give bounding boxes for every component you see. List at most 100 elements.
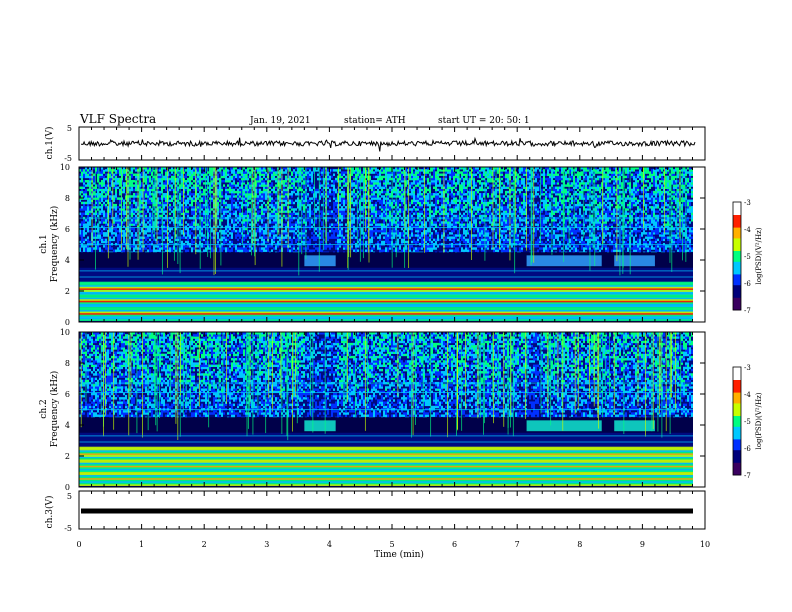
- spectrogram-cell: [181, 190, 183, 194]
- spectrogram-cell: [413, 173, 415, 176]
- spectrogram-cell: [95, 234, 97, 237]
- spectrogram-cell: [409, 167, 411, 170]
- spectrogram-cell: [103, 214, 105, 218]
- spectrogram-cell: [425, 184, 427, 187]
- spectrogram-cell: [371, 167, 373, 170]
- spectrogram-cell: [427, 188, 429, 192]
- spectrogram-cell: [343, 201, 345, 205]
- spectrogram-cell: [83, 175, 85, 179]
- spectrogram-cell: [145, 199, 147, 203]
- spectrogram-cell: [389, 173, 391, 176]
- spectrogram-cell: [165, 214, 167, 218]
- spectrogram-cell: [349, 201, 351, 205]
- spectrogram-cell: [425, 197, 427, 200]
- spectrogram-cell: [185, 208, 187, 211]
- spectrogram-cell: [249, 229, 251, 233]
- spectrogram-cell: [89, 188, 91, 192]
- spectrogram-cell: [303, 214, 305, 218]
- spectrogram-cell: [323, 190, 325, 194]
- spectrogram-cell: [257, 180, 259, 183]
- spectrogram-cell: [307, 208, 309, 211]
- spectrogram-cell: [157, 182, 159, 185]
- spectrogram-cell: [223, 201, 225, 205]
- spectrogram-cell: [401, 240, 403, 244]
- spectrogram-cell: [397, 234, 399, 237]
- spectrogram-cell: [373, 247, 375, 250]
- spectrogram-cell: [423, 214, 425, 218]
- spectrogram-cell: [149, 184, 151, 187]
- ch1-ytick-top: 5: [67, 124, 72, 133]
- spectrogram-cell: [219, 167, 221, 170]
- spectrogram-cell: [315, 167, 317, 170]
- spectrogram-cell: [361, 210, 363, 213]
- spectrogram-cell: [149, 169, 151, 172]
- spectrogram-cell: [149, 195, 151, 198]
- spectrogram-cell: [251, 240, 253, 244]
- spectrogram-cell: [297, 193, 299, 196]
- spectrogram-cell: [299, 203, 301, 207]
- spectrogram-cell: [115, 173, 117, 176]
- spectrogram-cell: [381, 177, 383, 181]
- spectrogram-cell: [99, 197, 101, 200]
- spectrogram-cell: [425, 249, 427, 252]
- spectrogram-cell: [413, 249, 415, 252]
- spectrogram-cell: [273, 173, 275, 176]
- spectrogram-cell: [233, 193, 235, 196]
- spectrogram-cell: [217, 234, 219, 237]
- spectrogram-cell: [81, 169, 83, 172]
- spectrogram-cell: [273, 225, 275, 229]
- spectrogram-cell: [145, 214, 147, 218]
- spectrogram-cell: [105, 247, 107, 250]
- spectrogram-cell: [85, 232, 87, 235]
- spectrogram-cell: [103, 195, 105, 198]
- spectrogram-cell: [135, 186, 137, 189]
- spectrogram-cell: [423, 232, 425, 235]
- spectrogram-cell: [201, 180, 203, 183]
- spectrogram-cell: [387, 208, 389, 211]
- spectrogram-cell: [97, 173, 99, 176]
- spectrogram-cell: [81, 229, 83, 233]
- spectrogram-cell: [389, 201, 391, 205]
- spectrogram-cell: [427, 193, 429, 196]
- spectrogram-cell: [201, 221, 203, 224]
- spectrogram-cell: [415, 208, 417, 211]
- spectrogram-cell: [261, 229, 263, 233]
- spectrogram-cell: [273, 240, 275, 244]
- spectrogram-cell: [419, 169, 421, 172]
- spectrogram-cell: [133, 229, 135, 233]
- spectrogram-cell: [273, 212, 275, 216]
- spectrogram-cell: [83, 245, 85, 248]
- spectrogram-cell: [249, 219, 251, 222]
- spectrogram-cell: [425, 229, 427, 233]
- spectrogram-cell: [253, 236, 255, 239]
- spectrogram-cell: [387, 188, 389, 192]
- spectrogram-cell: [171, 184, 173, 187]
- spectrogram-cell: [349, 203, 351, 207]
- spectrogram-cell: [149, 201, 151, 205]
- spectrogram-cell: [397, 203, 399, 207]
- spectrogram-cell: [203, 195, 205, 198]
- spectrogram-cell: [135, 245, 137, 248]
- spectrogram-cell: [123, 221, 125, 224]
- spectrogram-cell: [261, 193, 263, 196]
- spectrogram-cell: [89, 199, 91, 203]
- spectrogram-cell: [103, 212, 105, 216]
- spectrogram-cell: [379, 171, 381, 174]
- spectrogram-cell: [259, 214, 261, 218]
- spectrogram-cell: [277, 221, 279, 224]
- spectrogram-cell: [147, 227, 149, 231]
- spectrogram-cell: [211, 236, 213, 239]
- spectrogram-cell: [343, 247, 345, 250]
- spectrogram-cell: [113, 223, 115, 226]
- spectrogram-cell: [253, 249, 255, 252]
- spectrogram-cell: [389, 245, 391, 248]
- spectrogram-cell: [253, 245, 255, 248]
- spectrogram-cell: [165, 175, 167, 179]
- spectrogram-cell: [255, 190, 257, 194]
- spectrogram-cell: [117, 236, 119, 239]
- spectrogram-cell: [397, 167, 399, 170]
- spectrogram-cell: [261, 171, 263, 174]
- spectrogram-cell: [133, 247, 135, 250]
- spectrogram-cell: [197, 225, 199, 229]
- spectrogram-cell: [341, 195, 343, 198]
